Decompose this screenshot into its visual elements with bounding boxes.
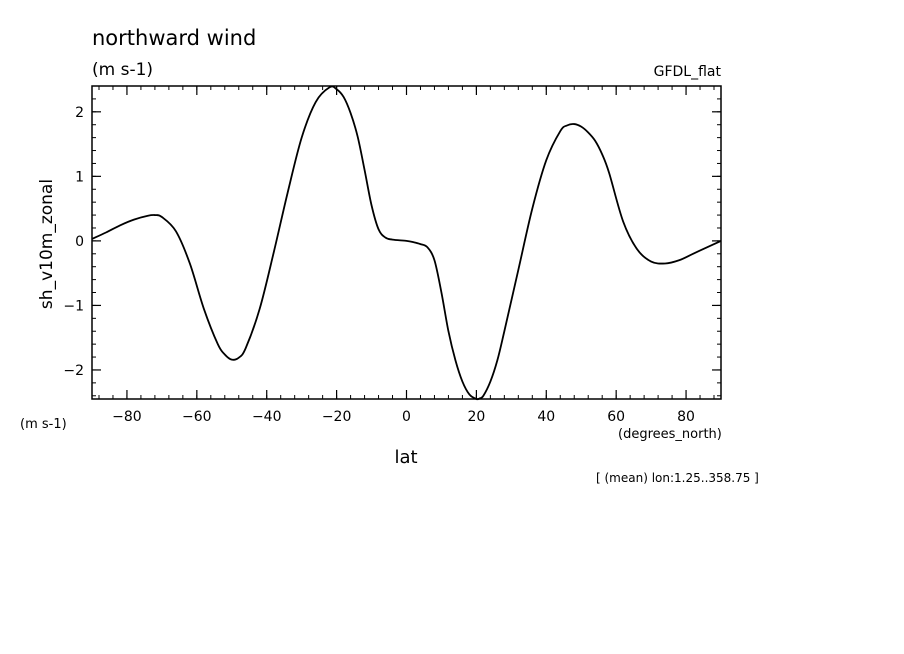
x-axis-ticks — [98, 86, 715, 399]
x-tick-label: 20 — [467, 409, 485, 425]
y-axis-unit: (m s-1) — [20, 417, 67, 432]
x-axis-unit: (degrees_north) — [618, 427, 722, 442]
x-tick-label: 0 — [402, 409, 411, 425]
source-label: GFDL_flat — [654, 64, 722, 80]
x-tick-label: −60 — [182, 409, 212, 425]
x-tick-label: −40 — [252, 409, 282, 425]
x-tick-label: −20 — [322, 409, 352, 425]
footnote: [ (mean) lon:1.25..358.75 ] — [596, 471, 759, 485]
y-tick-label: −2 — [63, 363, 84, 379]
x-axis-label: lat — [394, 447, 417, 468]
y-axis-label: sh_v10m_zonal — [37, 179, 57, 309]
y-tick-label: 1 — [75, 169, 84, 185]
chart-subtitle: (m s-1) — [92, 60, 153, 80]
x-tick-label: 60 — [607, 409, 625, 425]
y-axis-tick-labels: −2 −1 0 1 2 — [63, 105, 84, 379]
series-line — [91, 85, 722, 401]
x-tick-label: 40 — [537, 409, 555, 425]
x-axis-tick-labels: −80 −60 −40 −20 0 20 40 60 80 — [112, 409, 695, 425]
y-tick-label: 2 — [75, 105, 84, 121]
chart-title: northward wind — [92, 26, 256, 50]
y-tick-label: −1 — [63, 298, 84, 314]
y-tick-label: 0 — [75, 234, 84, 250]
x-tick-label: 80 — [677, 409, 695, 425]
x-tick-label: −80 — [112, 409, 142, 425]
plot-frame — [91, 85, 722, 400]
